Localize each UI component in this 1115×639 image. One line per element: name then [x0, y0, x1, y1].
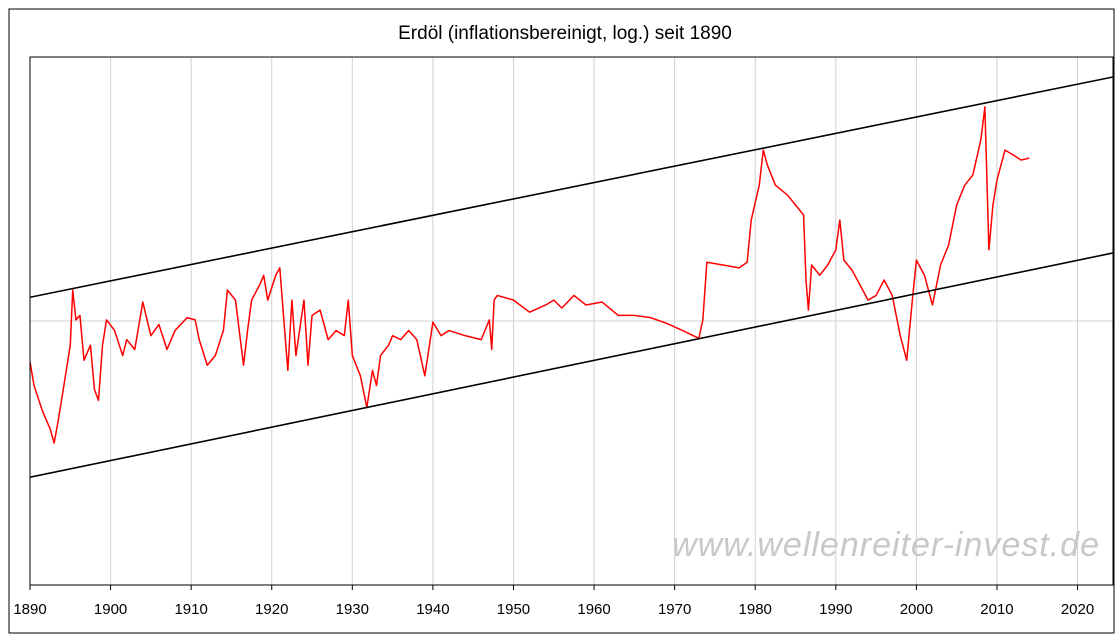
x-tick-label: 1910	[174, 601, 207, 618]
x-tick-label: 2000	[900, 601, 933, 618]
x-tick-label: 1900	[94, 601, 127, 618]
x-tick-label: 1890	[13, 601, 46, 618]
x-tick-label: 1930	[336, 601, 369, 618]
plot-border	[29, 56, 1114, 586]
x-tick-label: 1960	[577, 601, 610, 618]
x-tick-label: 1940	[416, 601, 449, 618]
x-tick-label: 1970	[658, 601, 691, 618]
chart-title: Erdöl (inflationsbereinigt, log.) seit 1…	[398, 23, 732, 44]
trend-line	[30, 76, 1113, 299]
price-line	[30, 106, 1030, 444]
x-tick-label: 1920	[255, 601, 288, 618]
trend-line	[30, 252, 1113, 479]
x-tick-label: 2020	[1061, 601, 1094, 618]
x-tick-label: 2010	[980, 601, 1013, 618]
x-tick-label: 1980	[739, 601, 772, 618]
watermark: www.wellenreiter-invest.de	[672, 526, 1100, 564]
x-tick-label: 1990	[819, 601, 852, 618]
x-tick-label: 1950	[497, 601, 530, 618]
